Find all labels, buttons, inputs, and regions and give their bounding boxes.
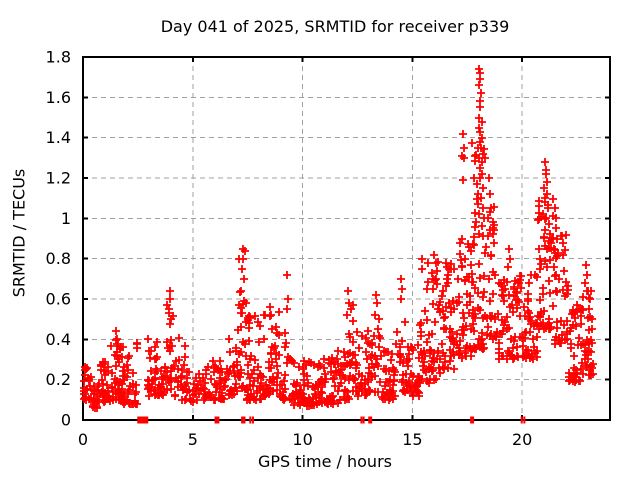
x-tick-labels: 0 5 10 15 20 <box>78 430 532 449</box>
y-tick-label: 1.4 <box>46 128 71 147</box>
y-tick-label: 0.8 <box>46 249 71 268</box>
x-tick-label: 0 <box>78 430 88 449</box>
x-tick-label: 20 <box>512 430 532 449</box>
y-tick-label: 1.8 <box>46 48 71 67</box>
y-tick-label: 1.6 <box>46 88 71 107</box>
x-tick-label: 10 <box>292 430 312 449</box>
y-tick-labels: 0 0.2 0.4 0.6 0.8 1 1.2 1.4 1.6 1.8 <box>46 48 71 430</box>
zero-value-markers <box>137 416 526 424</box>
y-tick-label: 0 <box>61 411 71 430</box>
y-tick-label: 1.2 <box>46 169 71 188</box>
chart-title: Day 041 of 2025, SRMTID for receiver p33… <box>160 17 510 36</box>
y-tick-label: 0.4 <box>46 330 71 349</box>
scatter-points <box>80 65 597 412</box>
x-tick-label: 5 <box>188 430 198 449</box>
x-tick-label: 15 <box>402 430 422 449</box>
y-tick-label: 0.2 <box>46 370 71 389</box>
plot-border <box>82 56 611 421</box>
y-tick-label: 0.6 <box>46 290 71 309</box>
x-axis-label: GPS time / hours <box>258 452 392 471</box>
y-tick-label: 1 <box>61 209 71 228</box>
